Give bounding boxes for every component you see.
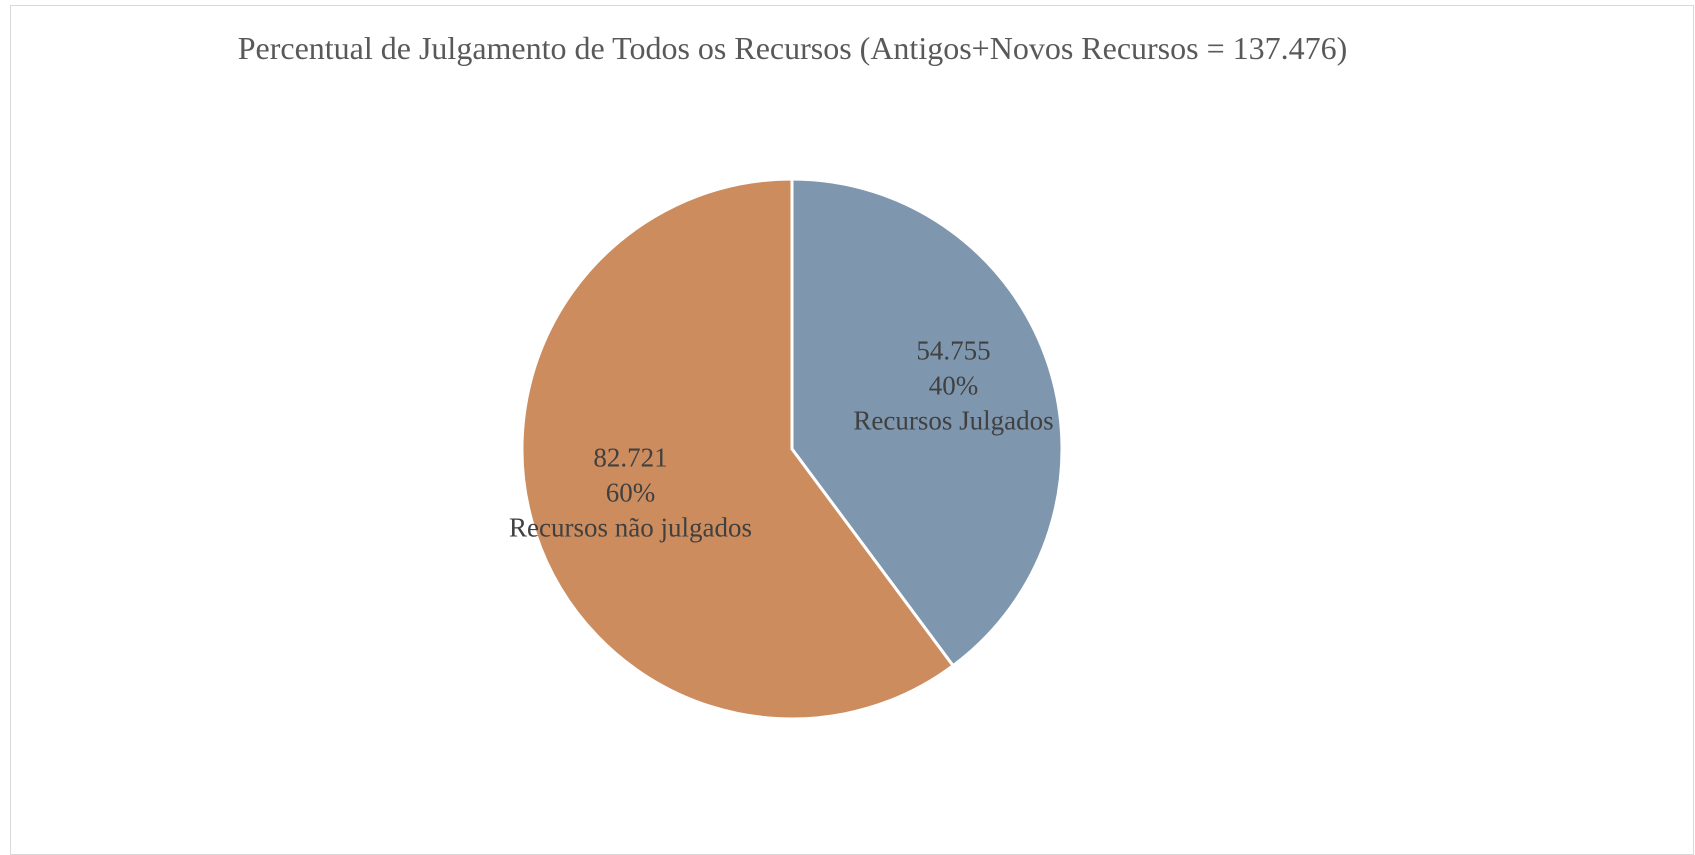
percent-label: 60% (606, 477, 656, 507)
percent-label: 40% (929, 371, 979, 401)
category-label: Recursos Julgados (853, 406, 1053, 436)
value-label: 54.755 (916, 336, 990, 366)
data-label: 82.721 60% Recursos não julgados (509, 442, 752, 542)
data-label: 54.755 40% Recursos Julgados (853, 336, 1053, 436)
chart-title: Percentual de Julgamento de Todos os Rec… (237, 30, 1348, 66)
pie-slice (520, 177, 956, 721)
value-label: 82.721 (593, 442, 667, 472)
pie-slice (790, 177, 1064, 668)
category-label: Recursos não julgados (509, 512, 752, 542)
